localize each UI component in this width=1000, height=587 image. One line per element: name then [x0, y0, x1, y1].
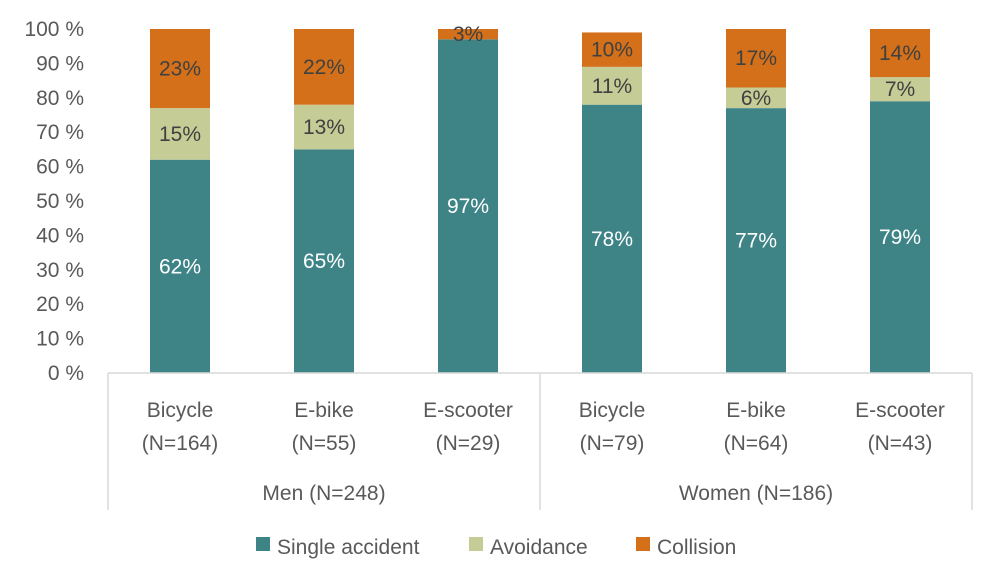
- bar-segment: [294, 149, 354, 373]
- legend-swatch: [256, 537, 270, 551]
- x-tick-sublabel: (N=55): [292, 432, 357, 455]
- y-tick-label: 70 %: [36, 121, 84, 144]
- bar-segment: [582, 104, 642, 374]
- x-tick-label: Bicycle: [147, 399, 214, 422]
- y-tick-label: 90 %: [36, 52, 84, 75]
- x-tick-sublabel: (N=29): [436, 432, 501, 455]
- data-label: 17%: [735, 47, 777, 70]
- legend-item: Collision: [636, 536, 736, 559]
- bar-segment: [294, 29, 354, 105]
- y-tick-label: 60 %: [36, 156, 84, 179]
- bar-segment: [582, 32, 642, 67]
- legend-item: Avoidance: [469, 536, 588, 559]
- bar-segment: [726, 29, 786, 88]
- y-tick-label: 50 %: [36, 190, 84, 213]
- x-tick-sublabel: (N=43): [868, 432, 933, 455]
- data-label: 23%: [159, 58, 201, 81]
- y-axis: 0 % 10 % 20 % 30 % 40 % 50 % 60 % 70 % 80 % 90 % 1…: [24, 18, 84, 385]
- data-label: 78%: [591, 228, 633, 251]
- data-labels: 62% 15% 23% 65% 13% 22% 97% 3% 78% 11% 10% 77% 6% 17%…: [159, 23, 921, 278]
- data-label: 7%: [885, 78, 915, 101]
- bar-segment: [582, 66, 642, 105]
- data-label: 62%: [159, 255, 201, 278]
- bar-segment: [150, 29, 210, 109]
- bar-segment: [150, 108, 210, 160]
- x-tick-label: E-scooter: [423, 399, 513, 422]
- legend: Single accident Avoidance Collision: [256, 536, 736, 559]
- legend-item: Single accident: [256, 536, 420, 559]
- y-tick-label: 100 %: [24, 18, 84, 41]
- y-tick-label: 30 %: [36, 259, 84, 282]
- y-tick-label: 20 %: [36, 293, 84, 316]
- data-label: 77%: [735, 230, 777, 253]
- data-label: 13%: [303, 116, 345, 139]
- y-tick-label: 40 %: [36, 224, 84, 247]
- bar-segment: [438, 39, 498, 373]
- legend-label: Collision: [657, 536, 736, 559]
- bar-segment: [726, 108, 786, 374]
- bar-segment: [438, 29, 498, 40]
- bar-segment: [726, 87, 786, 109]
- x-tick-sublabel: (N=164): [142, 432, 218, 455]
- data-label: 11%: [592, 75, 632, 98]
- bar-segment: [870, 77, 930, 102]
- legend-swatch: [636, 537, 650, 551]
- bars: [150, 29, 930, 374]
- bar-segment: [150, 159, 210, 373]
- data-label: 65%: [303, 250, 345, 273]
- legend-label: Single accident: [277, 536, 420, 559]
- x-tick-label: Bicycle: [579, 399, 646, 422]
- y-tick-label: 10 %: [36, 328, 84, 351]
- y-tick-label: 0 %: [48, 362, 84, 385]
- bar-segment: [870, 29, 930, 78]
- x-tick-sublabel: (N=79): [580, 432, 645, 455]
- group-label: Men (N=248): [262, 482, 385, 505]
- y-tick-label: 80 %: [36, 87, 84, 110]
- bar-segment: [294, 104, 354, 150]
- data-label: 14%: [879, 42, 921, 65]
- data-label: 6%: [741, 87, 771, 110]
- data-label: 22%: [303, 56, 345, 79]
- data-label: 15%: [159, 123, 201, 146]
- bar-segment: [870, 101, 930, 374]
- group-label: Women (N=186): [679, 482, 833, 505]
- data-label: 79%: [879, 226, 921, 249]
- data-label: 97%: [447, 195, 489, 218]
- x-tick-label: E-scooter: [855, 399, 945, 422]
- x-tick-sublabel: (N=64): [724, 432, 789, 455]
- x-tick-label: E-bike: [726, 399, 786, 422]
- legend-swatch: [469, 537, 483, 551]
- x-tick-label: E-bike: [294, 399, 354, 422]
- legend-label: Avoidance: [490, 536, 588, 559]
- x-axis: Bicycle (N=164) E-bike (N=55) E-scooter (N=29…: [107, 372, 973, 510]
- data-label: 3%: [453, 23, 483, 46]
- data-label: 10%: [591, 39, 633, 62]
